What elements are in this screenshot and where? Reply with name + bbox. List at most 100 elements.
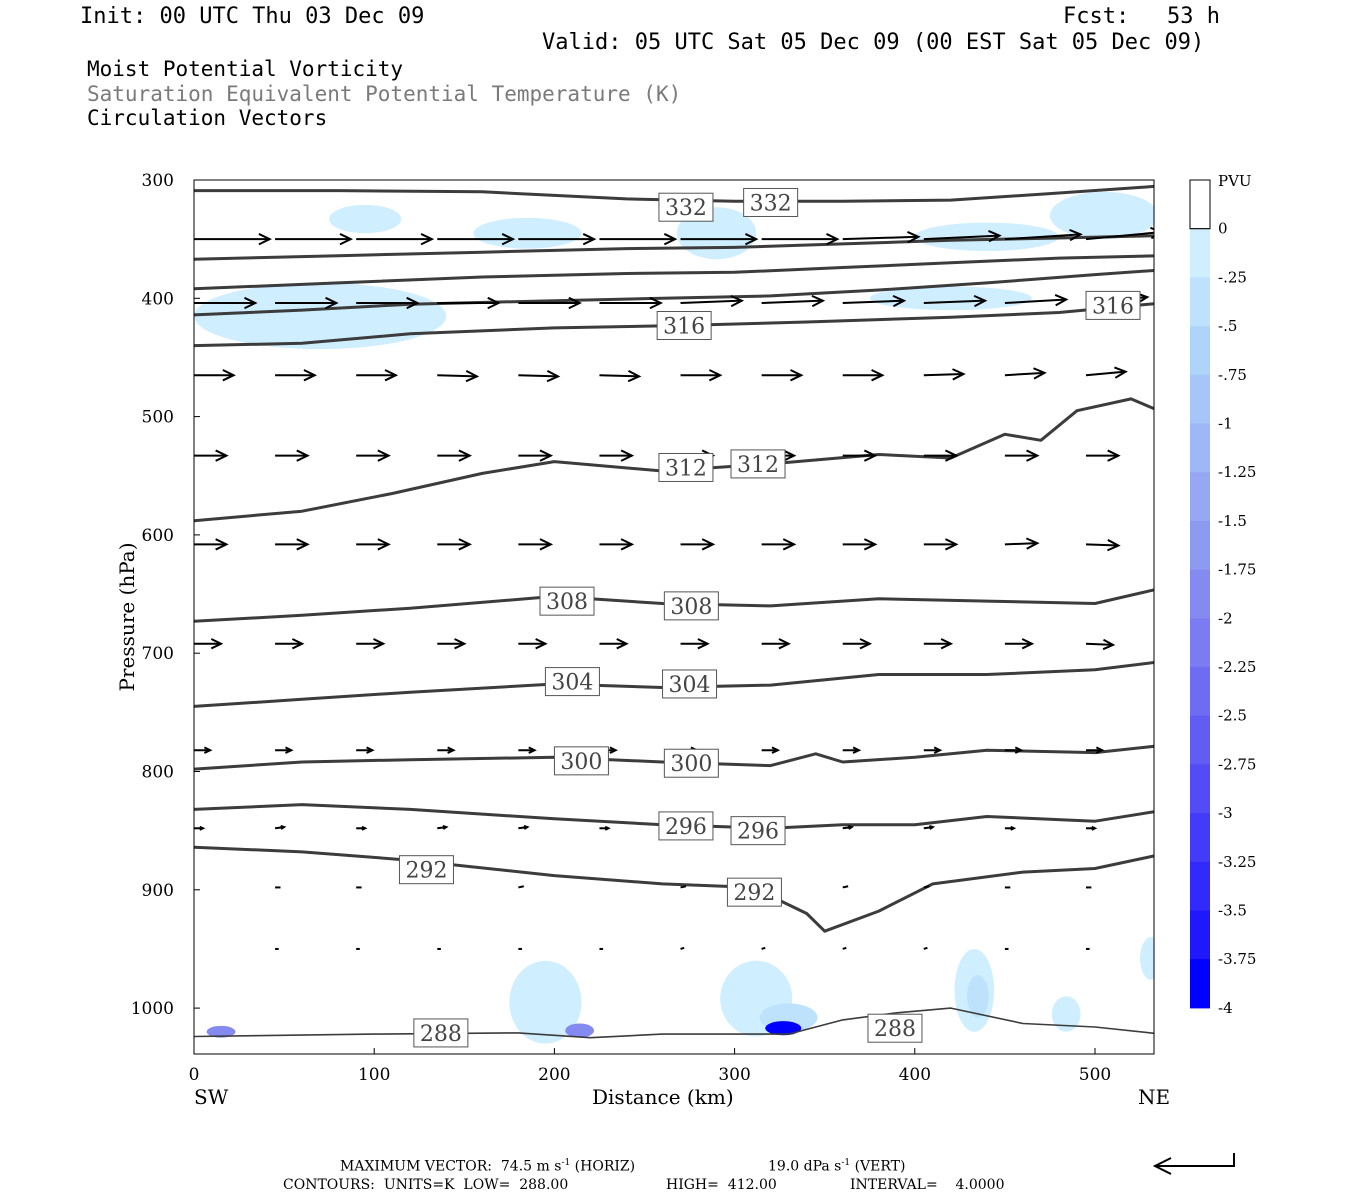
circulation-vector	[680, 946, 685, 950]
x-tick-label: 0	[189, 1065, 200, 1085]
footer-contours-interval: INTERVAL= 4.0000	[850, 1177, 1005, 1193]
circulation-vector	[761, 233, 840, 246]
contour-label: 292	[405, 859, 447, 884]
circulation-vector	[437, 296, 501, 310]
circulation-vector	[356, 233, 435, 246]
x-tick-label: 400	[899, 1065, 931, 1085]
contour-label: 300	[560, 750, 602, 775]
contours-interval-label: INTERVAL=	[850, 1177, 938, 1193]
colorbar-label: -3.5	[1218, 902, 1247, 920]
contours-high-value: 412.00	[727, 1177, 777, 1193]
contour-label: 316	[663, 315, 705, 340]
circulation-vector	[1004, 638, 1035, 650]
contour-label: 316	[1092, 294, 1134, 319]
contour-label: 296	[665, 815, 707, 840]
colorbar-label: -1.25	[1218, 463, 1256, 481]
contours-interval-value: 4.0000	[955, 1177, 1005, 1193]
circulation-vector	[356, 296, 420, 310]
contour-label-box: 296	[658, 811, 714, 841]
circulation-vector	[923, 449, 959, 462]
contour-label: 304	[669, 673, 711, 698]
circulation-vector	[356, 638, 386, 650]
theta-contour-5	[194, 397, 1154, 523]
circulation-vector	[923, 638, 954, 650]
contour-label-box: 292	[398, 855, 454, 885]
pv-region-16	[765, 1021, 802, 1036]
pv-region-11	[1140, 937, 1154, 980]
x-right-direction: NE	[1138, 1085, 1171, 1109]
circulation-vector	[518, 885, 524, 889]
colorbar-label: -.25	[1218, 268, 1247, 286]
colorbar-label: -1.75	[1218, 561, 1256, 579]
circulation-vector	[518, 746, 537, 754]
colorbar-label: -3	[1218, 804, 1233, 822]
footer-contours-high: HIGH= 412.00	[666, 1177, 777, 1193]
colorbar-label: -2.5	[1218, 707, 1247, 725]
circulation-vector	[599, 538, 635, 551]
y-axis-title: Pressure (hPa)	[115, 542, 139, 692]
contour-label-box: 296	[730, 816, 786, 846]
circulation-vector	[761, 946, 766, 950]
y-tick-label: 500	[142, 408, 174, 428]
theta-contour-3	[194, 268, 1154, 317]
circulation-vector	[1004, 537, 1040, 550]
colorbar-segment	[1190, 764, 1210, 814]
circulation-vector	[437, 638, 467, 650]
circulation-vector	[923, 885, 930, 889]
circulation-vector	[1085, 226, 1154, 241]
circulation-vector	[437, 538, 473, 551]
circulation-vector	[518, 538, 554, 551]
contour-label: 304	[551, 671, 593, 696]
theta-contour-2	[194, 254, 1154, 291]
field-title-theta: Saturation Equivalent Potential Temperat…	[87, 82, 682, 106]
circulation-vector	[194, 369, 236, 382]
circulation-vector	[599, 638, 629, 650]
contour-label-box: 312	[730, 449, 786, 479]
x-left-direction: SW	[194, 1085, 229, 1109]
circulation-vector	[356, 746, 375, 754]
colorbar-units: PVU	[1218, 172, 1252, 190]
pv-region-4	[1049, 191, 1154, 240]
circulation-vector	[518, 296, 582, 310]
contour-label: 312	[665, 456, 707, 481]
x-tick-label: 500	[1079, 1065, 1111, 1085]
max-vector-horiz-exponent: -1	[561, 1158, 571, 1168]
circulation-vector	[1085, 746, 1105, 754]
circulation-vector	[356, 369, 399, 382]
circulation-vector	[1004, 293, 1069, 307]
circulation-vector	[274, 825, 287, 830]
circulation-vector	[761, 538, 797, 551]
circulation-vector	[1004, 746, 1024, 754]
colorbar-segment	[1190, 861, 1210, 911]
footer-contours: CONTOURS: UNITS=K LOW= 288.00	[283, 1177, 568, 1193]
colorbar-segment	[1190, 618, 1210, 668]
contours-units: UNITS=K	[383, 1177, 455, 1193]
colorbar-label: 0	[1218, 220, 1228, 238]
pv-region-6	[869, 286, 1032, 311]
circulation-vector	[275, 638, 305, 650]
colorbar-segment	[1189, 179, 1211, 230]
contour-label-box: 332	[743, 187, 799, 217]
contour-label: 312	[737, 453, 779, 478]
init-time: Init: 00 UTC Thu 03 Dec 09	[80, 4, 425, 29]
circulation-vector	[680, 538, 716, 551]
contours-low-label: LOW=	[463, 1177, 511, 1193]
colorbar-label: -3.75	[1218, 950, 1256, 968]
circulation-vector	[356, 538, 391, 551]
contour-label-box: 312	[658, 452, 714, 482]
colorbar-label: -.5	[1218, 317, 1237, 335]
circulation-vector	[680, 233, 759, 246]
pv-region-14	[206, 1025, 236, 1038]
colorbar-segment	[1190, 813, 1210, 863]
circulation-vector	[518, 825, 530, 830]
y-tick-label: 1000	[131, 999, 174, 1019]
circulation-vector	[437, 746, 456, 754]
circulation-vector	[194, 449, 229, 462]
contour-label-box: 288	[867, 1013, 923, 1043]
circulation-vector	[923, 294, 988, 308]
circulation-vector	[761, 294, 826, 308]
y-tick-label: 300	[142, 171, 174, 191]
plot-frame	[193, 179, 1155, 1055]
circulation-vector	[599, 449, 635, 462]
contour-label-box: 308	[539, 586, 595, 616]
